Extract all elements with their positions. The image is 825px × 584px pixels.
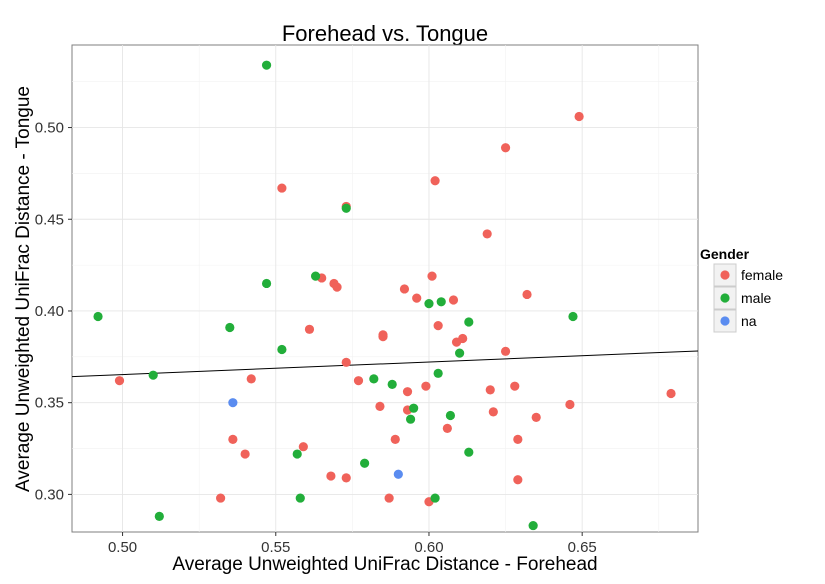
data-point-female: [451, 337, 462, 347]
data-points: [93, 60, 676, 531]
data-point-female: [277, 183, 287, 193]
data-point-male: [387, 379, 397, 389]
data-point-male: [225, 322, 235, 333]
data-point-female: [666, 388, 676, 399]
data-point-male: [310, 271, 321, 281]
data-point-female: [531, 412, 541, 422]
data-point-female: [246, 374, 256, 384]
data-point-male: [405, 414, 416, 424]
x-tick-label: 0.50: [108, 539, 137, 556]
legend-key-male: [720, 293, 730, 303]
data-point-na: [393, 469, 403, 479]
data-point-male: [445, 410, 456, 421]
data-point-female: [390, 434, 400, 444]
data-point-male: [341, 203, 351, 213]
data-point-female: [114, 376, 125, 386]
data-point-male: [455, 348, 465, 358]
data-point-female: [485, 385, 495, 395]
data-point-male: [154, 511, 164, 522]
data-point-female: [427, 271, 437, 281]
data-point-male: [261, 278, 272, 289]
y-tick-label: 0.45: [35, 211, 64, 228]
data-point-female: [482, 229, 492, 239]
legend: Gender female male na: [700, 246, 783, 333]
data-point-male: [295, 493, 305, 503]
legend-label-na: na: [741, 313, 757, 329]
data-point-male: [148, 370, 158, 380]
data-point-female: [574, 111, 584, 122]
data-point-female: [448, 295, 459, 305]
data-point-female: [513, 475, 523, 485]
data-point-female: [375, 401, 385, 411]
data-point-male: [369, 374, 379, 384]
y-tick-label: 0.35: [35, 395, 64, 412]
data-point-female: [341, 357, 351, 367]
data-point-female: [500, 346, 511, 356]
data-point-female: [513, 434, 523, 444]
x-tick-label: 0.60: [414, 539, 443, 556]
data-point-female: [442, 423, 452, 433]
y-axis-title: Average Unweighted UniFrac Distance - To…: [13, 86, 34, 492]
data-point-male: [568, 311, 578, 322]
legend-key-na: [720, 316, 730, 326]
data-point-male: [436, 297, 446, 307]
legend-label-male: male: [741, 290, 772, 306]
data-point-male: [261, 60, 272, 70]
chart-title: Forehead vs. Tongue: [282, 21, 488, 46]
data-point-female: [326, 471, 336, 481]
data-point-male: [464, 317, 474, 327]
y-tick-label: 0.40: [35, 303, 64, 320]
y-tick-label: 0.30: [35, 486, 64, 503]
data-point-female: [216, 493, 226, 503]
data-point-female: [341, 473, 351, 483]
data-point-female: [399, 284, 410, 294]
y-axis-ticks: 0.30 0.35 0.40 0.45 0.50: [35, 120, 72, 503]
legend-title: Gender: [700, 246, 750, 262]
legend-label-female: female: [741, 267, 783, 283]
data-point-female: [522, 289, 532, 300]
data-point-female: [412, 293, 422, 303]
data-point-female: [353, 376, 364, 386]
data-point-male: [277, 344, 287, 355]
data-point-male: [424, 299, 434, 309]
regression-line: [71, 350, 699, 378]
y-tick-label: 0.50: [35, 120, 64, 137]
data-point-female: [565, 399, 575, 410]
data-point-female: [228, 434, 238, 444]
x-axis-ticks: 0.50 0.55 0.60 0.65: [108, 532, 597, 556]
data-point-female: [488, 407, 498, 417]
data-point-male: [528, 520, 538, 531]
data-point-female: [304, 324, 315, 334]
data-point-female: [240, 449, 250, 459]
data-point-male: [430, 493, 440, 503]
x-axis-title: Average Unweighted UniFrac Distance - Fo…: [172, 554, 597, 575]
data-point-male: [360, 458, 370, 468]
grid-lines: [72, 45, 698, 532]
legend-key-female: [720, 270, 730, 280]
data-point-female: [421, 381, 431, 391]
data-point-female: [384, 493, 394, 503]
plot-panel: [71, 44, 699, 533]
data-point-na: [228, 398, 238, 408]
data-point-female: [430, 176, 440, 186]
data-point-female: [332, 282, 342, 292]
data-point-male: [409, 403, 419, 413]
data-point-female: [500, 143, 511, 153]
x-tick-label: 0.65: [568, 539, 597, 556]
data-point-male: [93, 311, 103, 322]
data-point-female: [298, 442, 308, 452]
x-tick-label: 0.55: [261, 539, 290, 556]
data-point-female: [433, 321, 443, 331]
data-point-female: [402, 387, 413, 397]
data-point-female: [378, 332, 388, 342]
data-point-female: [510, 381, 520, 391]
data-point-male: [292, 449, 302, 459]
data-point-male: [433, 368, 443, 378]
data-point-male: [464, 447, 474, 457]
